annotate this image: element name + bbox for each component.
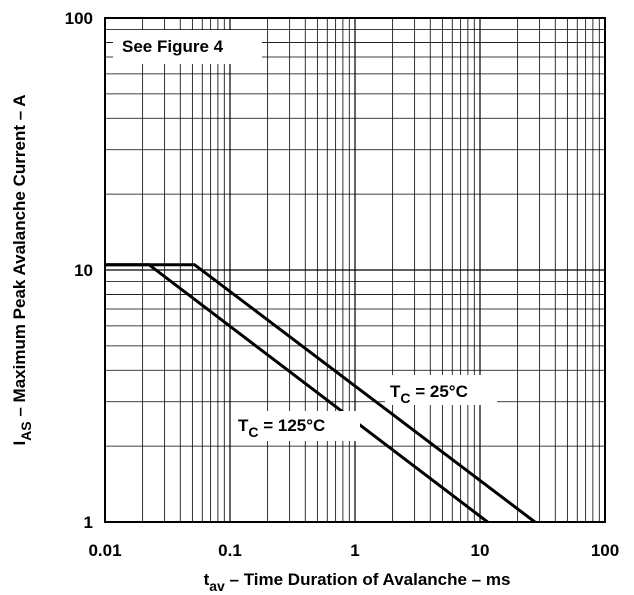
series-label-125c-sub: C <box>248 424 258 440</box>
series-label-25c-background <box>385 375 497 405</box>
series-label-125c-text: TC = 125°C <box>238 416 325 440</box>
y-axis-ticks: 1 10 100 <box>65 9 93 532</box>
grid <box>105 18 605 522</box>
note-label: See Figure 4 <box>122 37 224 56</box>
series-line-1 <box>105 263 489 524</box>
x-axis-ticks: 0.01 0.1 1 10 100 <box>88 541 619 560</box>
x-axis-label: tav – Time Duration of Avalanche – ms <box>204 570 511 594</box>
x-axis-label-main: t <box>204 570 210 589</box>
y-axis-label-rest: – Maximum Peak Avalanche Current – A <box>10 94 29 421</box>
series-layer <box>105 263 536 524</box>
plot-frame <box>104 17 606 523</box>
y-axis-label-main: I <box>10 441 29 446</box>
series-label-125c-background <box>232 411 360 441</box>
series-label-25c-rest: = 25°C <box>411 382 468 401</box>
x-tick-label: 1 <box>350 541 359 560</box>
series-label-125c-rest: = 125°C <box>259 416 326 435</box>
x-tick-label: 100 <box>591 541 619 560</box>
x-tick-label: 10 <box>471 541 490 560</box>
series-label-125c: TC = 125°C <box>232 411 360 441</box>
x-tick-label: 0.1 <box>218 541 242 560</box>
y-tick-label: 1 <box>84 513 93 532</box>
series-label-25c-sub: C <box>400 390 410 406</box>
x-axis-label-rest: – Time Duration of Avalanche – ms <box>225 570 511 589</box>
x-axis-label-sub: av <box>209 578 225 594</box>
series-label-25c-main: T <box>390 382 401 401</box>
note-background <box>113 30 262 64</box>
note-box: See Figure 4 <box>113 30 262 64</box>
y-axis-label-sub: AS <box>18 421 34 440</box>
x-tick-label: 0.01 <box>88 541 121 560</box>
series-label-25c-text: TC = 25°C <box>390 382 468 406</box>
y-axis-label: IAS – Maximum Peak Avalanche Current – A <box>10 94 34 445</box>
series-label-125c-main: T <box>238 416 249 435</box>
y-tick-label: 100 <box>65 9 93 28</box>
series-label-25c: TC = 25°C <box>385 375 497 406</box>
y-tick-label: 10 <box>74 261 93 280</box>
